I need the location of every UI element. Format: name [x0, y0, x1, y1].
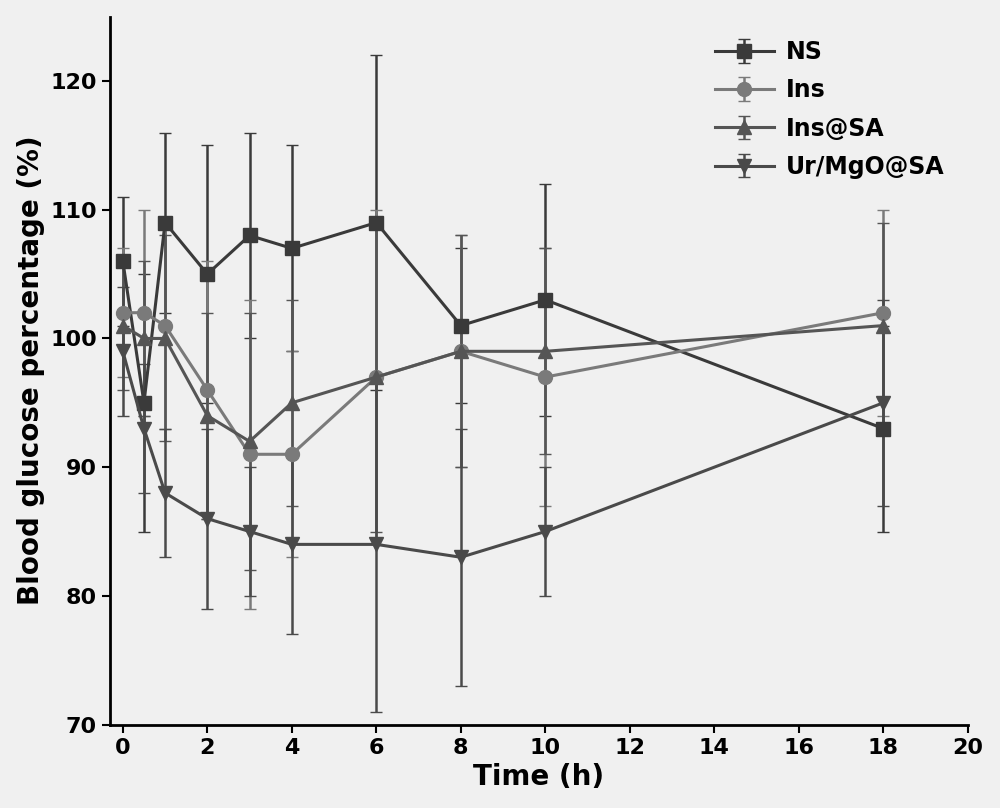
Y-axis label: Blood glucose percentage (%): Blood glucose percentage (%) — [17, 136, 45, 605]
X-axis label: Time (h): Time (h) — [473, 764, 605, 791]
Legend: NS, Ins, Ins@SA, Ur/MgO@SA: NS, Ins, Ins@SA, Ur/MgO@SA — [703, 28, 956, 191]
